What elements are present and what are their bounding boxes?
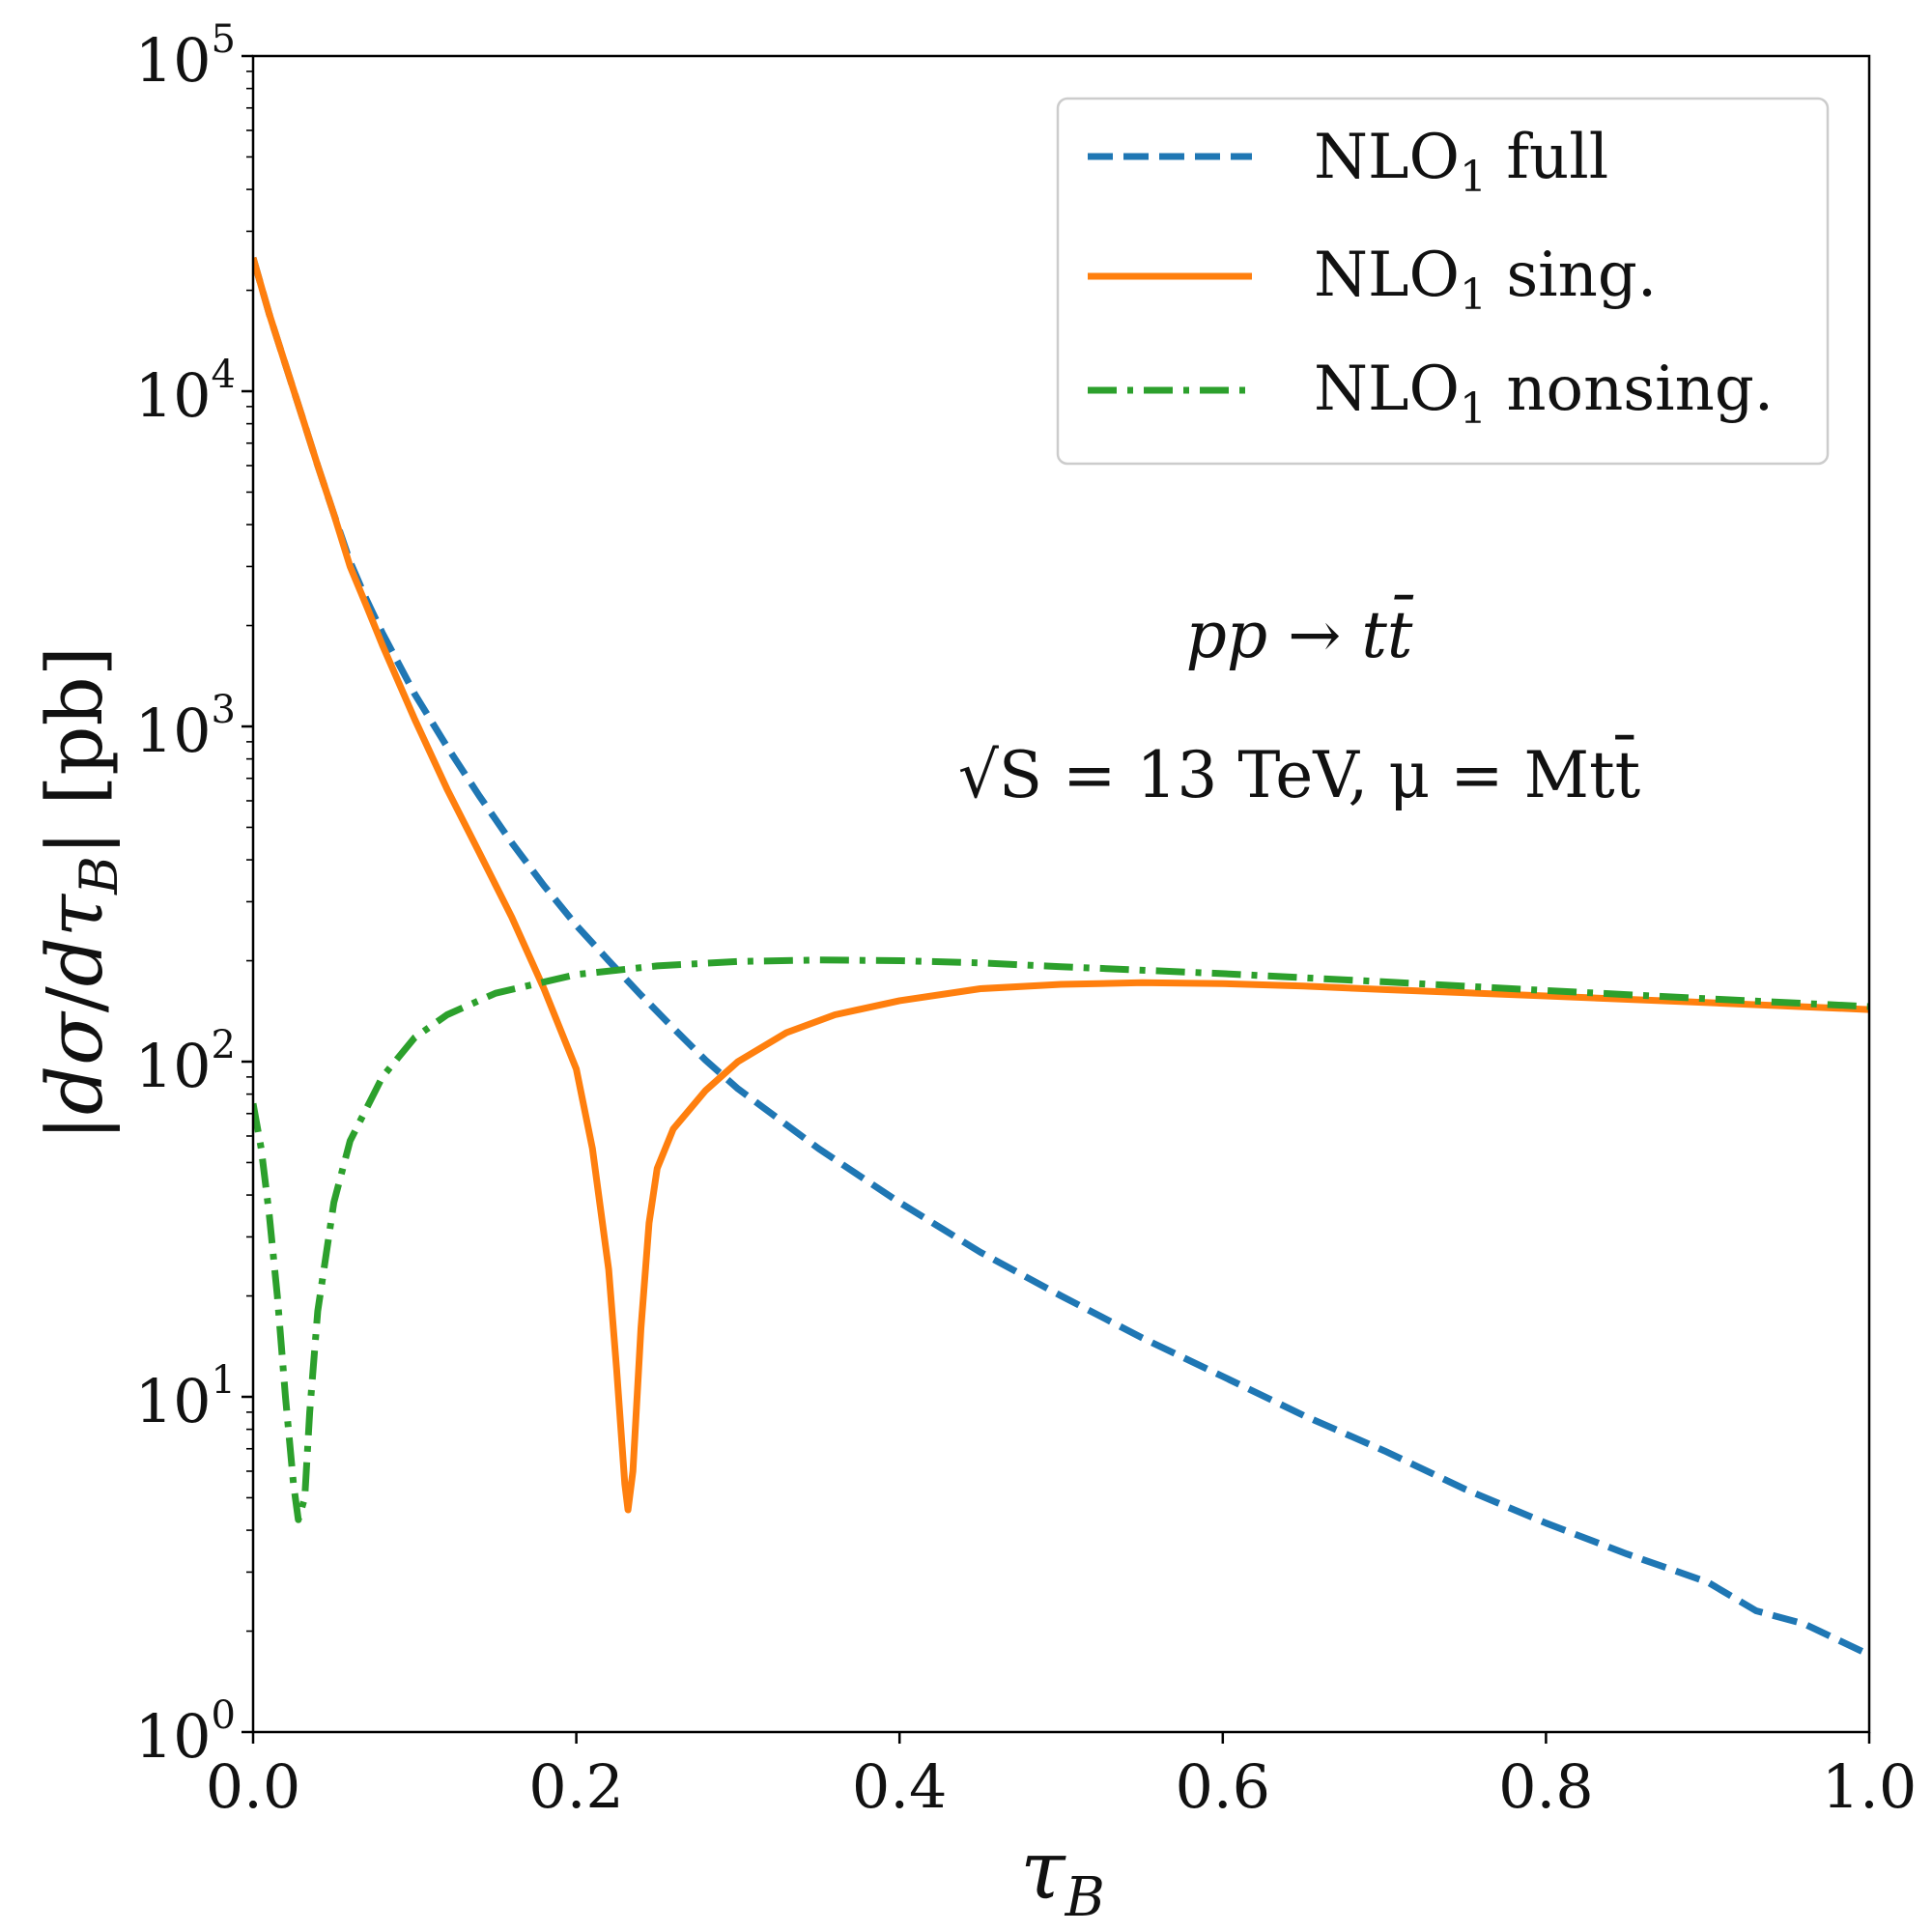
y-tick-label: 101 <box>135 1358 236 1436</box>
x-axis-label: τB <box>1020 1823 1105 1929</box>
x-tick-label: 0.8 <box>1498 1751 1594 1822</box>
legend-label-sing: NLO1 sing. <box>1314 240 1657 320</box>
y-tick-label: 100 <box>135 1693 236 1772</box>
plot-frame <box>251 54 1871 1734</box>
x-tick-label: 1.0 <box>1822 1751 1918 1822</box>
y-tick-label: 103 <box>135 688 236 766</box>
x-axis: 0.0 0.2 0.4 0.6 0.8 1.0 <box>206 1732 1918 1822</box>
legend-label-nonsing: NLO1 nonsing. <box>1314 354 1774 434</box>
annotation-process: pp → tt̄ <box>1186 596 1414 672</box>
legend-box <box>1056 97 1830 466</box>
y-tick-label: 102 <box>135 1023 236 1101</box>
series-line-nonsing <box>253 956 1869 1523</box>
legend-label-full: NLO1 full <box>1314 122 1608 202</box>
x-tick-label: 0.4 <box>852 1751 948 1822</box>
series-layer <box>253 256 1869 1659</box>
x-tick-label: 0.6 <box>1175 1751 1270 1822</box>
plot-area <box>251 54 1871 1734</box>
x-tick-label: 0.0 <box>206 1751 301 1822</box>
y-tick-label: 105 <box>135 17 236 96</box>
annotation-energy-scale: √S = 13 TeV, μ = Mtt̄ <box>958 736 1640 812</box>
legend: NLO1 full NLO1 sing. NLO1 nonsing. <box>1056 97 1830 466</box>
x-tick-label: 0.2 <box>528 1751 624 1822</box>
y-axis: 100 101 102 103 104 105 <box>135 17 253 1772</box>
series-line-sing <box>253 256 1869 1514</box>
y-tick-label: 104 <box>135 353 236 431</box>
